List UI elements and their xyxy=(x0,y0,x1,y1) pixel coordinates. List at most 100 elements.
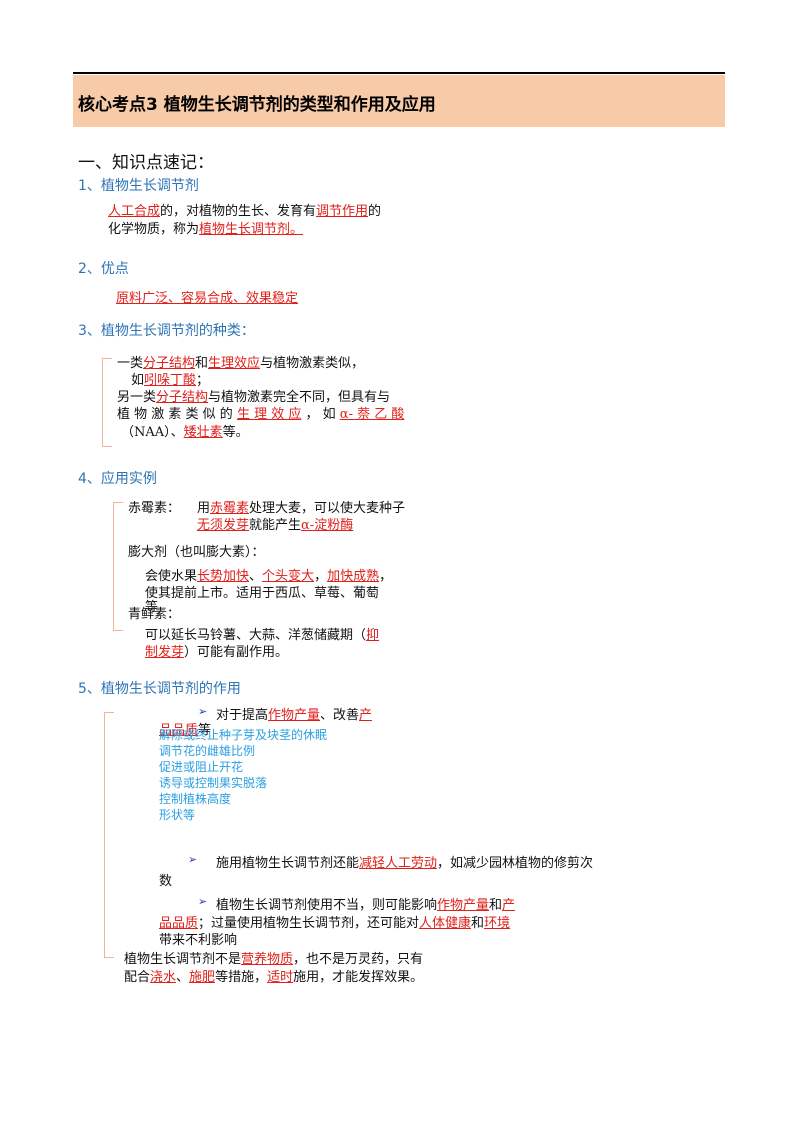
s5-text: 等 xyxy=(198,723,212,738)
s5-text: 、 xyxy=(176,970,190,985)
s3-line1: 一类分子结构和生理效应与植物激素类似， xyxy=(117,352,364,371)
s4-heading: 4、应用实例 xyxy=(78,471,157,487)
s4-text: 处理大麦，可以使大麦种子 xyxy=(249,501,406,516)
s5-text: 等措施， xyxy=(215,970,268,985)
s5-term: 减轻人工劳动 xyxy=(359,856,438,871)
s5-brace xyxy=(104,712,105,957)
s3-brace-bottom xyxy=(102,446,112,447)
s5-text: 植物生长调节剂不是 xyxy=(124,952,242,967)
s3-text: 与植物激素完全不同，但具有与 xyxy=(208,390,391,405)
s4-text: 就能产生 xyxy=(249,518,302,533)
s5-b1-line1: 对于提高作物产量、改善产 xyxy=(216,704,372,723)
gib-line2: 无须发芽就能产生α-淀粉酶 xyxy=(197,514,353,533)
s5-term: 营养物质 xyxy=(241,952,294,967)
s3-text: （NAA）、 xyxy=(121,425,184,440)
s5-text: ，也不是万灵药，只有 xyxy=(293,952,424,967)
s4-text: ， xyxy=(379,569,393,584)
s5-term: 环境 xyxy=(484,916,511,931)
s3-term-cycocel: 矮壮素 xyxy=(183,425,223,440)
list-item: 诱导或控制果实脱落 xyxy=(159,776,268,790)
s5-b2-line1: 施用植物生长调节剂还能减轻人工劳动，如减少园林植物的修剪次 xyxy=(216,852,593,871)
list-item: 控制植株高度 xyxy=(159,792,232,806)
s3-brace-top xyxy=(102,358,112,359)
s4-brace-top xyxy=(113,502,123,503)
s1-line1: 人工合成的，对植物的生长、发育有调节作用的 xyxy=(108,200,381,219)
s4-text: 、 xyxy=(249,569,263,584)
s5-text: 施用，才能发挥效果。 xyxy=(293,970,424,985)
swell-label: 膨大剂（也叫膨大素）： xyxy=(128,545,265,560)
arrow-icon: ➢ xyxy=(188,853,198,866)
gib-label: 赤霉素： xyxy=(128,501,181,516)
list-item: 形状等 xyxy=(159,808,196,822)
s5-term: 人体健康 xyxy=(419,916,472,931)
s4-term: 个头变大 xyxy=(262,569,315,584)
s5-b2-line2: 数 xyxy=(159,874,173,889)
s4-term: 无须发芽 xyxy=(197,518,250,533)
s5-text: ，如减少园林植物的修剪次 xyxy=(437,856,594,871)
swell-line3: 等 xyxy=(145,600,159,615)
s3-text: 植 物 激 素 类 似 的 xyxy=(117,407,233,422)
s3-line5: （NAA）、矮壮素等。 xyxy=(121,421,249,440)
s4-term: α-淀粉酶 xyxy=(301,518,354,533)
s5-brace-top xyxy=(104,712,114,713)
s3-text: 另一类 xyxy=(117,390,157,405)
s5-text: 和 xyxy=(471,916,485,931)
s5-text: 植物生长调节剂使用不当，则可能影响 xyxy=(216,898,438,913)
s5-text: 配合 xyxy=(124,970,151,985)
list-item: 解除或终止种子芽及块茎的休眠 xyxy=(159,728,328,742)
s5-term: 施肥 xyxy=(189,970,216,985)
fresh-line2: 制发芽）可能有副作用。 xyxy=(145,641,288,660)
list-item: 调节花的雌雄比例 xyxy=(159,744,256,758)
s3-line3: 另一类分子结构与植物激素完全不同，但具有与 xyxy=(117,386,390,405)
s1-text: 化学物质，称为 xyxy=(108,222,200,237)
s3-term-naa: α- 萘 乙 酸 xyxy=(339,407,405,422)
s5-brace-bottom xyxy=(104,957,114,958)
gib-line1: 用赤霉素处理大麦，可以使大麦种子 xyxy=(197,497,405,516)
s1-term-regulator: 植物生长调节剂。 xyxy=(199,222,304,237)
s3-term: 分子结构 xyxy=(143,356,196,371)
s1-text: 的 xyxy=(368,204,382,219)
section-title: 一、知识点速记： xyxy=(78,153,214,173)
s4-term: 赤霉素 xyxy=(210,501,250,516)
s1-line2: 化学物质，称为植物生长调节剂。 xyxy=(108,218,303,237)
page-title: 核心考点3 植物生长调节剂的类型和作用及应用 xyxy=(78,95,436,115)
s5-b1-line2: 品品质等 xyxy=(159,719,211,738)
s3-text: 一类 xyxy=(117,356,144,371)
s5-term: 品品质 xyxy=(159,916,199,931)
s5-b3-line3: 带来不利影响 xyxy=(159,933,238,948)
s5-b3-line2: 品品质；过量使用植物生长调节剂，还可能对人体健康和环境 xyxy=(159,912,510,931)
s5-text: 和 xyxy=(489,898,503,913)
s4-text: 用 xyxy=(197,501,211,516)
s5-term: 产 xyxy=(502,898,516,913)
s5-term: 产 xyxy=(359,708,373,723)
s5-heading: 5、植物生长调节剂的作用 xyxy=(78,681,241,697)
swell-line2: 使其提前上市。适用于西瓜、草莓、葡萄 xyxy=(145,586,380,601)
s4-text: ， xyxy=(314,569,328,584)
header-band xyxy=(73,75,725,127)
s3-text: 和 xyxy=(195,356,209,371)
s1-heading: 1、植物生长调节剂 xyxy=(78,178,199,194)
fresh-line1: 可以延长马铃薯、大蒜、洋葱储藏期（抑 xyxy=(145,624,379,643)
s5-text: ；过量使用植物生长调节剂，还可能对 xyxy=(198,916,420,931)
s3-term: 分子结构 xyxy=(156,390,209,405)
swell-line1: 会使水果长势加快、个头变大，加快成熟， xyxy=(145,565,392,584)
s4-text: 可以延长马铃薯、大蒜、洋葱储藏期（ xyxy=(145,628,367,643)
s5-b3-line1: 植物生长调节剂使用不当，则可能影响作物产量和产 xyxy=(216,894,515,913)
s5-term: 浇水 xyxy=(150,970,177,985)
arrow-icon: ➢ xyxy=(198,705,208,718)
s5-term: 适时 xyxy=(267,970,294,985)
s5-text: 、改善 xyxy=(320,708,360,723)
s5-text: 对于提高 xyxy=(216,708,269,723)
s5-term: 品品质 xyxy=(159,723,199,738)
s3-text: 与植物激素类似， xyxy=(260,356,365,371)
s1-term-regulation: 调节作用 xyxy=(316,204,369,219)
s2-heading: 2、优点 xyxy=(78,261,129,277)
s3-term-iba: 吲哚丁酸 xyxy=(144,373,197,388)
s4-term: 加快成熟 xyxy=(327,569,380,584)
s3-text: 如 xyxy=(131,373,145,388)
s5-final-line1: 植物生长调节剂不是营养物质，也不是万灵药，只有 xyxy=(124,948,423,967)
s5-final-line2: 配合浇水、施肥等措施，适时施用，才能发挥效果。 xyxy=(124,966,423,985)
s5-term: 作物产量 xyxy=(437,898,490,913)
s1-term-artificial: 人工合成 xyxy=(108,204,161,219)
s4-text: ）可能有副作用。 xyxy=(184,645,289,660)
